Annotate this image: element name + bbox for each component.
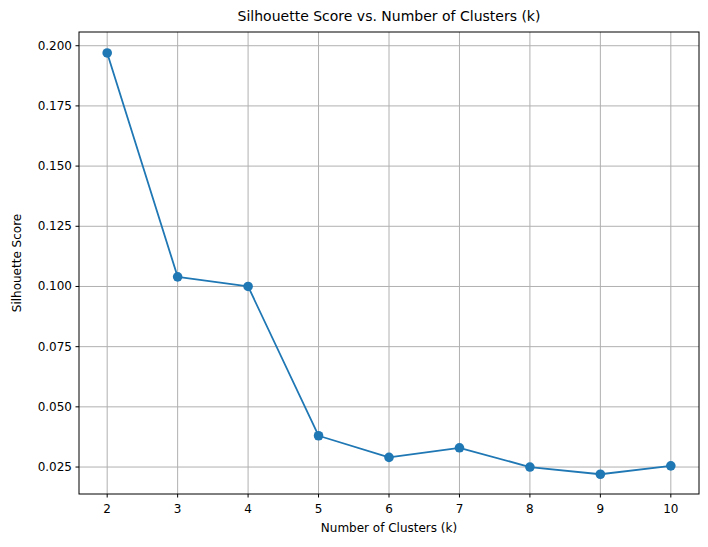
data-point-marker <box>173 272 183 282</box>
y-tick-label: 0.050 <box>38 400 72 414</box>
data-point-marker <box>243 282 253 292</box>
data-point-marker <box>525 462 535 472</box>
x-tick-label: 7 <box>456 502 464 516</box>
data-point-marker <box>666 461 676 471</box>
data-point-marker <box>596 469 606 479</box>
data-point-marker <box>314 431 324 441</box>
y-tick-label: 0.200 <box>38 39 72 53</box>
x-tick-label: 3 <box>174 502 182 516</box>
y-tick-label: 0.025 <box>38 460 72 474</box>
data-point-marker <box>384 453 394 463</box>
y-tick-label: 0.075 <box>38 340 72 354</box>
figure-canvas: 2 3 4 5 6 7 8 9 10 0.025 0.050 0.075 0.100 0.125 0.150… <box>0 0 708 547</box>
data-point-marker <box>102 48 112 58</box>
x-tick-label: 10 <box>663 502 678 516</box>
y-tick-label: 0.150 <box>38 159 72 173</box>
x-axis-label: Number of Clusters (k) <box>79 521 699 535</box>
data-point-marker <box>455 443 465 453</box>
x-tick-label: 5 <box>315 502 323 516</box>
x-tick-label: 6 <box>385 502 393 516</box>
chart-title: Silhouette Score vs. Number of Clusters … <box>79 8 699 24</box>
x-tick-label: 2 <box>103 502 111 516</box>
y-axis-label: Silhouette Score <box>10 214 24 312</box>
x-tick-label: 9 <box>597 502 605 516</box>
plot-area: 2 3 4 5 6 7 8 9 10 0.025 0.050 0.075 0.100 0.125 0.150… <box>0 0 708 547</box>
x-tick-label: 8 <box>526 502 534 516</box>
y-tick-label: 0.125 <box>38 219 72 233</box>
y-tick-label: 0.175 <box>38 99 72 113</box>
x-tick-label: 4 <box>244 502 252 516</box>
y-tick-label: 0.100 <box>38 279 72 293</box>
